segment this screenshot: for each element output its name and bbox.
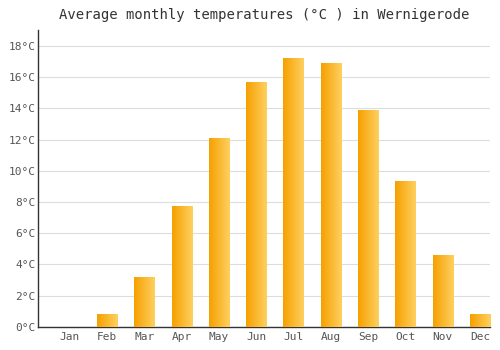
Bar [172,207,192,327]
Bar [97,314,117,327]
Bar [432,255,453,327]
Bar [246,82,266,327]
Title: Average monthly temperatures (°C ) in Wernigerode: Average monthly temperatures (°C ) in We… [59,8,470,22]
Bar [284,58,304,327]
Bar [134,277,154,327]
Bar [470,314,490,327]
Bar [358,110,378,327]
Bar [209,138,230,327]
Bar [320,63,341,327]
Bar [395,182,416,327]
